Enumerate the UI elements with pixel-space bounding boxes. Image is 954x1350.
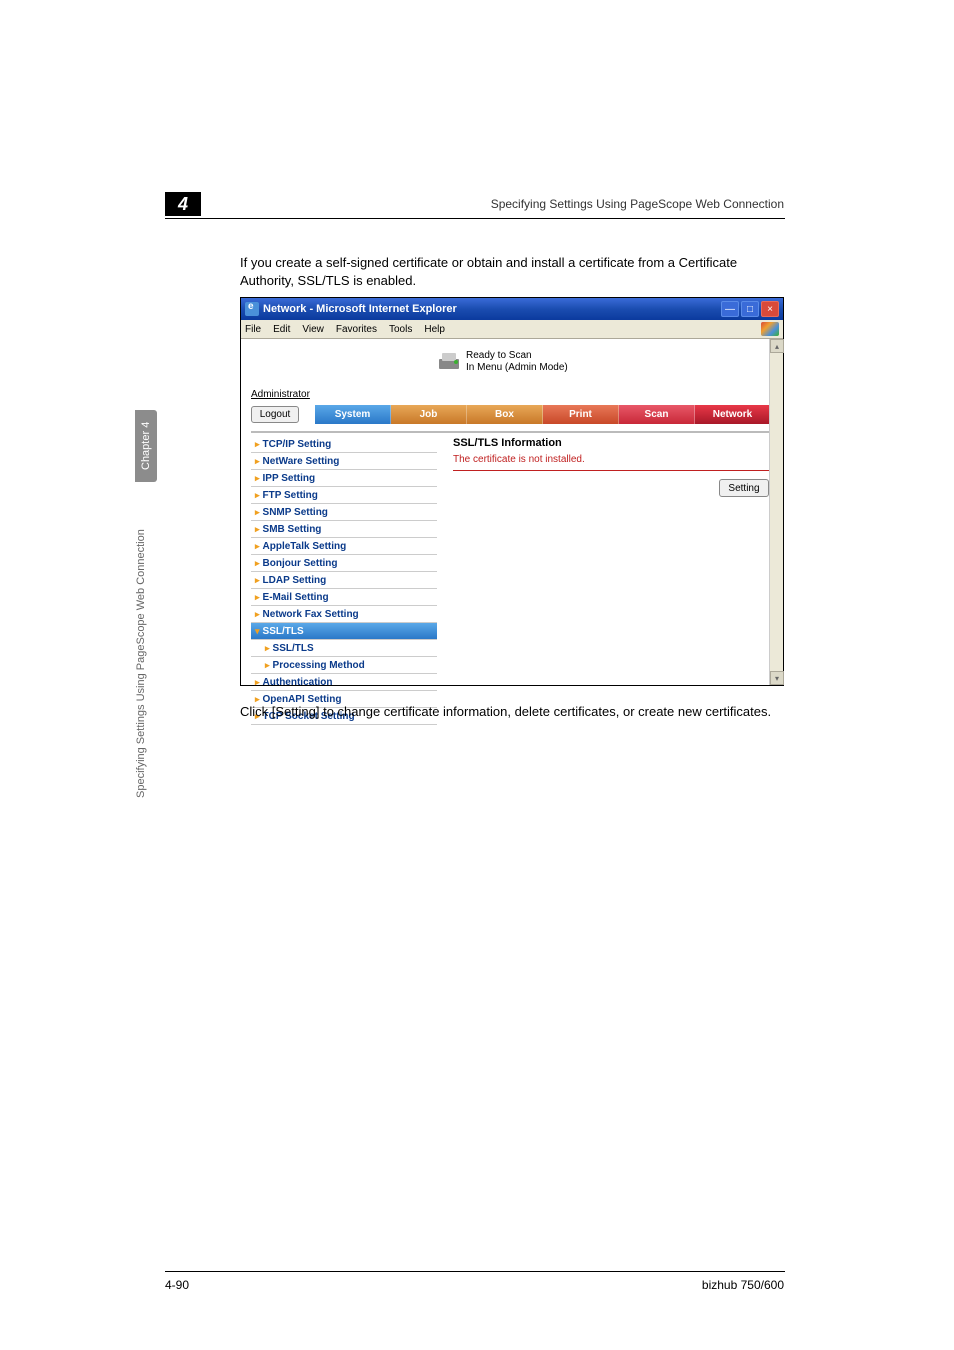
tab-job[interactable]: Job bbox=[391, 405, 467, 424]
admin-label[interactable]: Administrator bbox=[251, 389, 310, 400]
status-line-2: In Menu (Admin Mode) bbox=[466, 362, 568, 374]
product-name: bizhub 750/600 bbox=[702, 1278, 784, 1292]
menu-favorites[interactable]: Favorites bbox=[336, 324, 377, 335]
sidebar-item-auth[interactable]: Authentication bbox=[251, 674, 437, 691]
sidebar-item-netware[interactable]: NetWare Setting bbox=[251, 453, 437, 470]
maximize-button[interactable]: □ bbox=[741, 301, 759, 317]
sidebar-item-ldap[interactable]: LDAP Setting bbox=[251, 572, 437, 589]
status-line-1: Ready to Scan bbox=[466, 350, 568, 362]
scrollbar[interactable]: ▴ ▾ bbox=[769, 339, 783, 685]
minimize-button[interactable]: — bbox=[721, 301, 739, 317]
sidebar-item-ftp[interactable]: FTP Setting bbox=[251, 487, 437, 504]
chapter-badge: 4 bbox=[165, 192, 201, 216]
windows-logo-icon bbox=[761, 322, 779, 336]
main-divider bbox=[453, 470, 769, 471]
menu-edit[interactable]: Edit bbox=[273, 324, 290, 335]
screenshot-window: Network - Microsoft Internet Explorer — … bbox=[240, 297, 784, 686]
logout-button[interactable]: Logout bbox=[251, 406, 299, 423]
menu-file[interactable]: File bbox=[245, 324, 261, 335]
header-divider bbox=[165, 218, 785, 219]
paragraph-1: If you create a self-signed certificate … bbox=[240, 254, 785, 290]
sidebar-item-smb[interactable]: SMB Setting bbox=[251, 521, 437, 538]
sidebar-item-netfax[interactable]: Network Fax Setting bbox=[251, 606, 437, 623]
tab-scan[interactable]: Scan bbox=[619, 405, 695, 424]
setting-button[interactable]: Setting bbox=[719, 479, 769, 497]
sidebar-item-tcpip[interactable]: TCP/IP Setting bbox=[251, 436, 437, 453]
close-button[interactable]: × bbox=[761, 301, 779, 317]
tab-network[interactable]: Network bbox=[695, 405, 771, 424]
header-title: Specifying Settings Using PageScope Web … bbox=[491, 197, 784, 211]
sidebar-item-ipp[interactable]: IPP Setting bbox=[251, 470, 437, 487]
tab-print[interactable]: Print bbox=[543, 405, 619, 424]
main-title: SSL/TLS Information bbox=[453, 437, 562, 449]
printer-icon bbox=[436, 349, 462, 375]
sidebar-item-processing[interactable]: Processing Method bbox=[251, 657, 437, 674]
menu-tools[interactable]: Tools bbox=[389, 324, 412, 335]
side-chapter-tab: Chapter 4 bbox=[135, 410, 157, 482]
content-divider bbox=[251, 431, 769, 433]
tab-system[interactable]: System bbox=[315, 405, 391, 424]
sidebar-item-ssltls[interactable]: SSL/TLS bbox=[251, 640, 437, 657]
sidebar-item-bonjour[interactable]: Bonjour Setting bbox=[251, 555, 437, 572]
paragraph-2: Click [Setting] to change certificate in… bbox=[240, 703, 785, 721]
sidebar-item-ssltls-parent[interactable]: SSL/TLS bbox=[251, 623, 437, 640]
sidebar-item-email[interactable]: E-Mail Setting bbox=[251, 589, 437, 606]
menubar: File Edit View Favorites Tools Help bbox=[241, 320, 783, 339]
app-body: Ready to Scan In Menu (Admin Mode) Admin… bbox=[241, 339, 783, 685]
sidebar-item-snmp[interactable]: SNMP Setting bbox=[251, 504, 437, 521]
main-message: The certificate is not installed. bbox=[453, 454, 585, 465]
page-number: 4-90 bbox=[165, 1278, 189, 1292]
nav-tabs: System Job Box Print Scan Network bbox=[315, 405, 771, 424]
tab-box[interactable]: Box bbox=[467, 405, 543, 424]
menu-view[interactable]: View bbox=[302, 324, 324, 335]
footer-divider bbox=[165, 1271, 785, 1272]
scroll-down-icon[interactable]: ▾ bbox=[770, 671, 784, 685]
window-titlebar: Network - Microsoft Internet Explorer — … bbox=[241, 298, 783, 320]
menu-help[interactable]: Help bbox=[424, 324, 445, 335]
side-section-label: Specifying Settings Using PageScope Web … bbox=[135, 494, 157, 834]
scroll-up-icon[interactable]: ▴ bbox=[770, 339, 784, 353]
sidebar-item-appletalk[interactable]: AppleTalk Setting bbox=[251, 538, 437, 555]
ie-icon bbox=[245, 302, 259, 316]
sidebar: TCP/IP Setting NetWare Setting IPP Setti… bbox=[251, 436, 437, 725]
window-title: Network - Microsoft Internet Explorer bbox=[263, 303, 457, 315]
